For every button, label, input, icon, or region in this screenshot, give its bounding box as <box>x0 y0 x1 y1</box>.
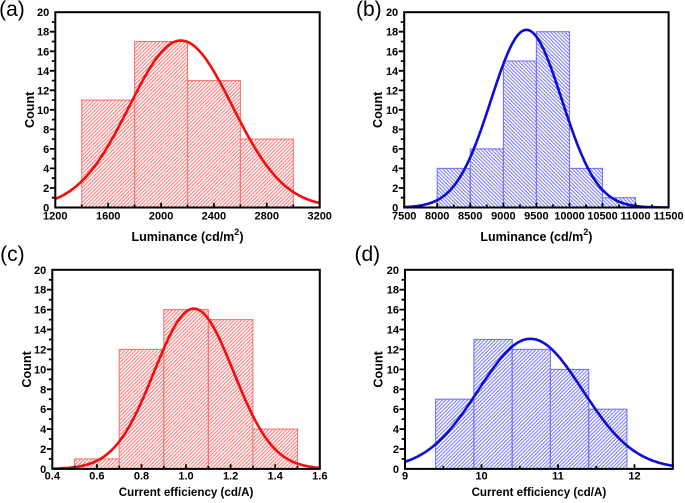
svg-text:1.4: 1.4 <box>268 470 284 482</box>
svg-text:12: 12 <box>387 344 399 356</box>
svg-text:3200: 3200 <box>307 211 331 223</box>
svg-text:20: 20 <box>387 265 399 277</box>
svg-text:Count: Count <box>23 91 37 128</box>
svg-text:0: 0 <box>43 203 49 215</box>
svg-text:10500: 10500 <box>587 211 618 223</box>
svg-text:2: 2 <box>40 444 46 456</box>
svg-text:14: 14 <box>37 66 50 78</box>
svg-text:10: 10 <box>37 105 49 117</box>
svg-text:7500: 7500 <box>392 211 416 223</box>
svg-text:0: 0 <box>393 464 399 476</box>
svg-text:Current efficiency (cd/A): Current efficiency (cd/A) <box>119 486 254 499</box>
svg-text:2: 2 <box>393 444 399 456</box>
svg-text:12: 12 <box>34 344 46 356</box>
svg-text:10: 10 <box>387 364 399 376</box>
svg-text:1.0: 1.0 <box>178 470 193 482</box>
svg-text:1200: 1200 <box>43 211 67 223</box>
svg-text:4: 4 <box>393 424 400 436</box>
svg-text:1.6: 1.6 <box>312 470 327 482</box>
svg-text:Luminance (cd/m2): Luminance (cd/m2) <box>132 227 244 244</box>
svg-text:16: 16 <box>37 46 49 58</box>
svg-text:0.8: 0.8 <box>134 470 149 482</box>
svg-text:Count: Count <box>372 350 386 387</box>
svg-text:20: 20 <box>37 7 49 19</box>
svg-text:16: 16 <box>386 46 398 58</box>
svg-text:Count: Count <box>371 91 385 128</box>
svg-text:4: 4 <box>392 163 399 175</box>
svg-text:11500: 11500 <box>654 211 684 223</box>
svg-text:18: 18 <box>37 27 49 39</box>
svg-text:18: 18 <box>34 285 46 297</box>
svg-text:20: 20 <box>386 7 398 19</box>
svg-text:11: 11 <box>552 470 564 482</box>
svg-text:Current efficiency (cd/A): Current efficiency (cd/A) <box>472 486 607 499</box>
svg-text:10: 10 <box>386 105 398 117</box>
svg-text:12: 12 <box>386 85 398 97</box>
svg-text:2: 2 <box>43 183 49 195</box>
svg-text:(b): (b) <box>356 0 382 21</box>
svg-text:10: 10 <box>475 470 487 482</box>
svg-text:9500: 9500 <box>524 211 548 223</box>
svg-text:Luminance (cd/m2): Luminance (cd/m2) <box>480 227 592 244</box>
svg-text:20: 20 <box>34 265 46 277</box>
svg-text:(c): (c) <box>0 243 25 266</box>
svg-text:1600: 1600 <box>96 211 120 223</box>
svg-text:9000: 9000 <box>491 211 515 223</box>
svg-text:9: 9 <box>402 470 408 482</box>
svg-text:6: 6 <box>393 404 399 416</box>
svg-text:0.6: 0.6 <box>89 470 104 482</box>
svg-text:6: 6 <box>40 404 46 416</box>
svg-text:8: 8 <box>392 124 398 136</box>
svg-text:18: 18 <box>387 285 399 297</box>
svg-text:0: 0 <box>40 464 46 476</box>
svg-text:14: 14 <box>34 325 47 337</box>
svg-text:2400: 2400 <box>202 211 226 223</box>
svg-text:8500: 8500 <box>458 211 482 223</box>
svg-text:2000: 2000 <box>149 211 173 223</box>
svg-text:0: 0 <box>392 203 398 215</box>
svg-text:6: 6 <box>43 144 49 156</box>
svg-text:0.4: 0.4 <box>45 470 61 482</box>
svg-text:Count: Count <box>20 350 34 387</box>
svg-text:12: 12 <box>37 85 49 97</box>
svg-text:14: 14 <box>387 325 400 337</box>
svg-text:1.2: 1.2 <box>223 470 238 482</box>
svg-text:4: 4 <box>43 163 50 175</box>
svg-text:8: 8 <box>43 124 49 136</box>
svg-text:2: 2 <box>392 183 398 195</box>
svg-text:12: 12 <box>628 470 640 482</box>
svg-text:11000: 11000 <box>621 211 651 223</box>
svg-text:2800: 2800 <box>255 211 279 223</box>
svg-text:10: 10 <box>34 364 46 376</box>
svg-text:8000: 8000 <box>425 211 449 223</box>
svg-text:14: 14 <box>386 66 399 78</box>
svg-text:4: 4 <box>40 424 47 436</box>
svg-text:(d): (d) <box>355 243 381 266</box>
svg-text:10000: 10000 <box>554 211 585 223</box>
svg-text:18: 18 <box>386 27 398 39</box>
svg-text:16: 16 <box>387 305 399 317</box>
svg-text:8: 8 <box>393 384 399 396</box>
svg-text:16: 16 <box>34 305 46 317</box>
svg-text:(a): (a) <box>0 0 25 21</box>
svg-text:6: 6 <box>392 144 398 156</box>
svg-text:8: 8 <box>40 384 46 396</box>
